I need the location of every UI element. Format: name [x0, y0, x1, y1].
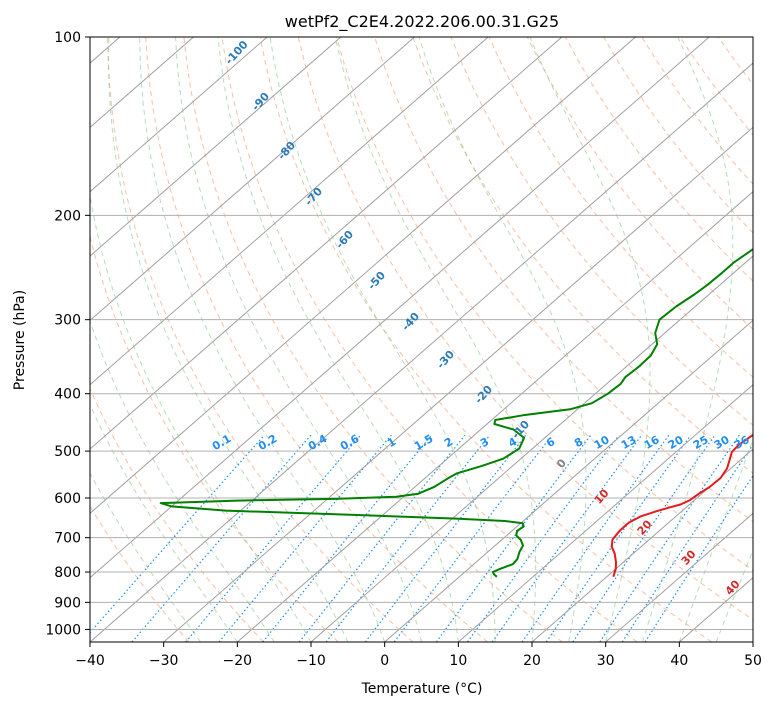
x-tick-label: 10 — [449, 653, 467, 669]
y-tick-label: 400 — [54, 387, 81, 403]
y-tick-label: 500 — [54, 444, 81, 460]
x-tick-label: −40 — [75, 653, 105, 669]
y-tick-label: 900 — [54, 595, 81, 611]
y-tick-label: 200 — [54, 208, 81, 224]
chart-title: wetPf2_C2E4.2022.206.00.31.G25 — [285, 12, 559, 32]
x-tick-label: 0 — [380, 653, 389, 669]
y-tick-label: 300 — [54, 313, 81, 329]
y-tick-label: 800 — [54, 565, 81, 581]
y-tick-label: 1000 — [45, 622, 81, 638]
x-tick-label: −10 — [296, 653, 326, 669]
y-tick-label: 600 — [54, 491, 81, 507]
x-tick-label: 30 — [597, 653, 615, 669]
x-axis-title: Temperature (°C) — [361, 681, 483, 697]
x-tick-label: 50 — [744, 653, 762, 669]
x-tick-label: 40 — [670, 653, 688, 669]
y-tick-label: 700 — [54, 531, 81, 547]
x-tick-label: −20 — [223, 653, 253, 669]
x-tick-label: −30 — [149, 653, 179, 669]
y-tick-label: 100 — [54, 30, 81, 46]
x-tick-label: 20 — [523, 653, 541, 669]
y-axis-title: Pressure (hPa) — [12, 290, 28, 390]
